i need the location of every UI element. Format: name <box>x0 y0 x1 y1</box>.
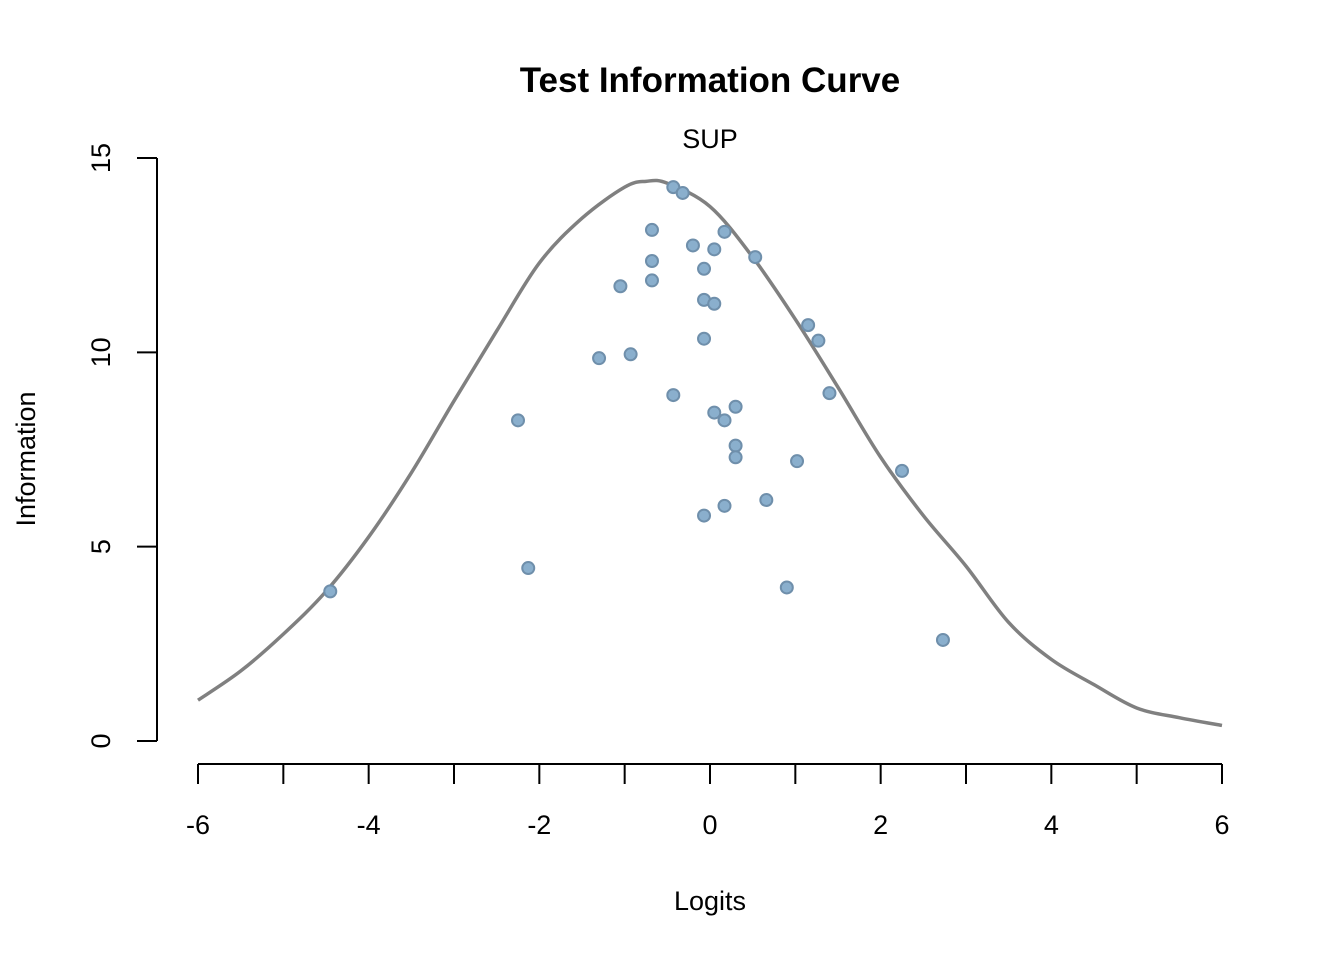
item-point <box>728 399 743 414</box>
item-point <box>675 185 690 200</box>
x-tick-label: 2 <box>873 810 888 840</box>
item-point <box>613 279 628 294</box>
item-point <box>707 405 722 420</box>
item-point <box>697 508 712 523</box>
item-point <box>717 224 732 239</box>
item-point <box>717 413 732 428</box>
x-tick-label: -2 <box>527 810 551 840</box>
item-point <box>779 580 794 595</box>
y-axis: 0 5 10 15 <box>86 143 158 749</box>
item-point <box>697 261 712 276</box>
y-axis-label: Information <box>11 391 41 526</box>
item-point <box>592 351 607 366</box>
item-point <box>728 438 743 453</box>
information-curve <box>197 178 1223 728</box>
item-point <box>801 318 816 333</box>
item-point <box>323 584 338 599</box>
item-point <box>697 331 712 346</box>
item-point <box>644 273 659 288</box>
x-tick-label: -6 <box>186 810 210 840</box>
information-curve-layer <box>197 178 1223 728</box>
chart-subtitle: SUP <box>682 124 738 154</box>
chart-title: Test Information Curve <box>520 61 901 100</box>
x-tick-label: -4 <box>357 810 381 840</box>
item-point <box>935 632 950 647</box>
item-point <box>685 238 700 253</box>
item-point <box>707 296 722 311</box>
item-point <box>521 561 536 576</box>
item-point <box>644 222 659 237</box>
x-tick-label: 6 <box>1214 810 1229 840</box>
item-point <box>666 388 681 403</box>
y-tick-label: 10 <box>86 337 116 367</box>
item-point <box>728 450 743 465</box>
x-tick-label: 0 <box>702 810 717 840</box>
item-point <box>790 454 805 469</box>
item-point <box>623 347 638 362</box>
item-point <box>707 242 722 257</box>
item-point <box>717 498 732 513</box>
item-points-layer <box>323 180 950 647</box>
x-axis: -6 -4 -2 0 2 4 6 <box>186 763 1230 840</box>
x-tick-label: 4 <box>1044 810 1059 840</box>
item-point <box>644 253 659 268</box>
y-tick-label: 5 <box>86 539 116 554</box>
item-point <box>511 413 525 428</box>
x-axis-label: Logits <box>674 886 746 916</box>
item-point <box>822 386 837 401</box>
y-tick-label: 15 <box>86 143 116 173</box>
y-tick-label: 0 <box>86 733 116 748</box>
item-point <box>811 333 826 348</box>
item-point <box>895 463 909 478</box>
item-point <box>759 493 774 508</box>
item-point <box>748 250 763 265</box>
